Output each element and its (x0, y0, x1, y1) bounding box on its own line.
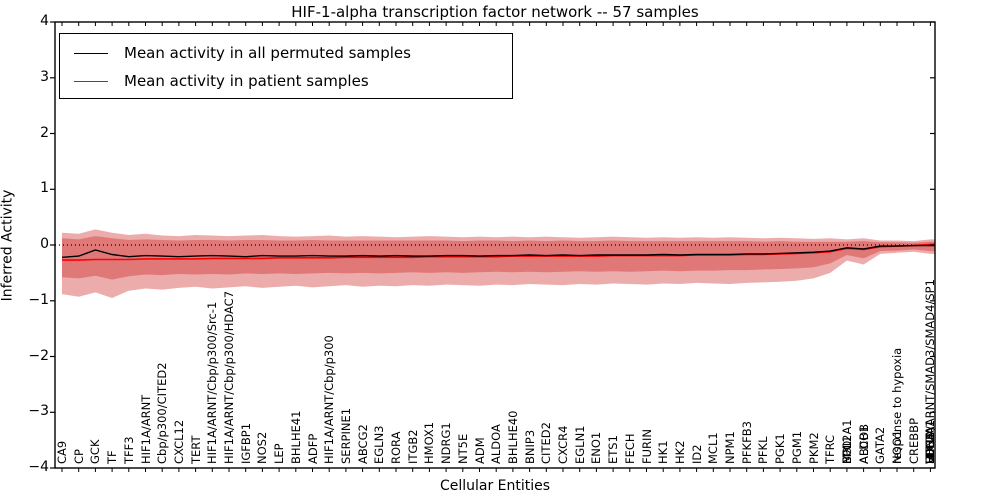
x-tick-label: ABCG2 (355, 424, 370, 464)
x-tick-label: PFKL (756, 436, 771, 465)
x-tick-label: HK2 (672, 440, 687, 464)
legend-entry-permuted: Mean activity in all permuted samples (60, 41, 411, 65)
x-tick-label: ENO1 (589, 431, 604, 464)
x-tick-label: MXI1 (839, 435, 854, 464)
legend-label: Mean activity in patient samples (124, 72, 369, 90)
x-tick-label: response to hypoxia (890, 347, 904, 464)
x-tick-label: FURIN (639, 428, 654, 464)
x-tick-label: RORA (389, 431, 403, 464)
x-tick-label: CXCR4 (556, 425, 570, 464)
x-tick-label: TFRC (823, 434, 838, 464)
x-tick-label: LEP (272, 443, 287, 464)
x-tick-label: GCK (88, 439, 103, 464)
x-tick-label: ETS1 (606, 435, 621, 464)
x-tick-label: BNIP3 (522, 429, 537, 464)
x-tick-label: ADM (472, 437, 487, 464)
y-tick-label: 1 (40, 180, 49, 197)
x-tick-label: FECH (622, 433, 637, 464)
x-tick-label: EDN1 (923, 431, 938, 464)
x-tick-label: CXCL12 (171, 419, 186, 464)
x-tick-label: NPM1 (723, 431, 737, 464)
x-tick-label: PKM2 (806, 432, 821, 464)
x-tick-label: ID2 (689, 444, 704, 464)
x-tick-label: TERT (188, 435, 203, 464)
x-tick-label: CREBBP (906, 418, 921, 464)
x-tick-label: NDRG1 (439, 422, 454, 464)
x-tick-label: CA9 (55, 440, 69, 464)
y-tick-label: 2 (40, 124, 49, 141)
x-tick-label: ADFP (305, 433, 320, 464)
legend-label: Mean activity in all permuted samples (124, 44, 411, 62)
x-tick-label: PFKFB3 (739, 421, 754, 464)
x-tick-label: HIF1A/ARNT (138, 394, 153, 464)
x-tick-label: ITGB2 (405, 429, 420, 464)
y-tick-label: −4 (28, 459, 49, 475)
x-tick-label: SERPINE1 (338, 407, 353, 464)
x-tick-label: IGFBP1 (238, 422, 253, 464)
x-tick-label: BHLHE41 (288, 410, 303, 465)
x-tick-label: ALDOA (489, 424, 504, 464)
y-tick-label: 3 (40, 68, 49, 85)
x-tick-label: Cbp/p300/CITED2 (155, 362, 170, 464)
x-tick-label: HIF1A/ARNT/Cbp/p300/HDAC7 (222, 290, 236, 464)
legend-line-sample-red (74, 80, 108, 82)
y-axis-label: Inferred Activity (0, 189, 16, 302)
x-tick-label: MCL1 (706, 432, 721, 464)
x-tick-label: EGLN3 (372, 425, 387, 464)
x-tick-label: PGK1 (773, 433, 788, 464)
x-tick-label: TFF3 (121, 436, 136, 464)
x-tick-label: HIF1A/ARNT/Cbp/p300 (322, 335, 337, 464)
x-tick-label: CP (71, 449, 86, 464)
y-tick-label: 0 (40, 236, 49, 252)
x-tick-label: ALDOB (856, 423, 871, 464)
chart-title: HIF-1-alpha transcription factor network… (291, 3, 699, 21)
x-tick-label: PGM1 (789, 430, 804, 464)
x-tick-label: GATA2 (873, 426, 888, 464)
legend: Mean activity in all permuted samples Me… (59, 33, 513, 99)
legend-line-sample-black (74, 52, 108, 54)
y-tick-label: 4 (40, 13, 49, 29)
x-tick-label: NOS2 (255, 431, 270, 464)
y-tick-label: −1 (28, 291, 49, 308)
x-tick-label: TF (105, 450, 120, 464)
x-tick-label: EGLN1 (572, 425, 587, 464)
x-tick-label: CITED2 (539, 422, 554, 464)
y-tick-label: −2 (28, 347, 49, 364)
x-tick-label: BHLHE40 (505, 410, 520, 465)
y-tick-label: −3 (28, 403, 49, 420)
x-tick-label: HMOX1 (422, 421, 437, 464)
x-axis-label: Cellular Entities (439, 478, 551, 494)
x-tick-label: HK1 (656, 440, 671, 464)
x-tick-label: NT5E (455, 433, 470, 464)
legend-entry-patient: Mean activity in patient samples (60, 69, 369, 93)
x-tick-label: HIF1A/ARNT/Cbp/p300/Src-1 (205, 301, 220, 464)
